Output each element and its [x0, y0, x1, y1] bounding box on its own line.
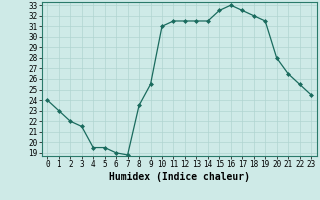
X-axis label: Humidex (Indice chaleur): Humidex (Indice chaleur)	[109, 172, 250, 182]
